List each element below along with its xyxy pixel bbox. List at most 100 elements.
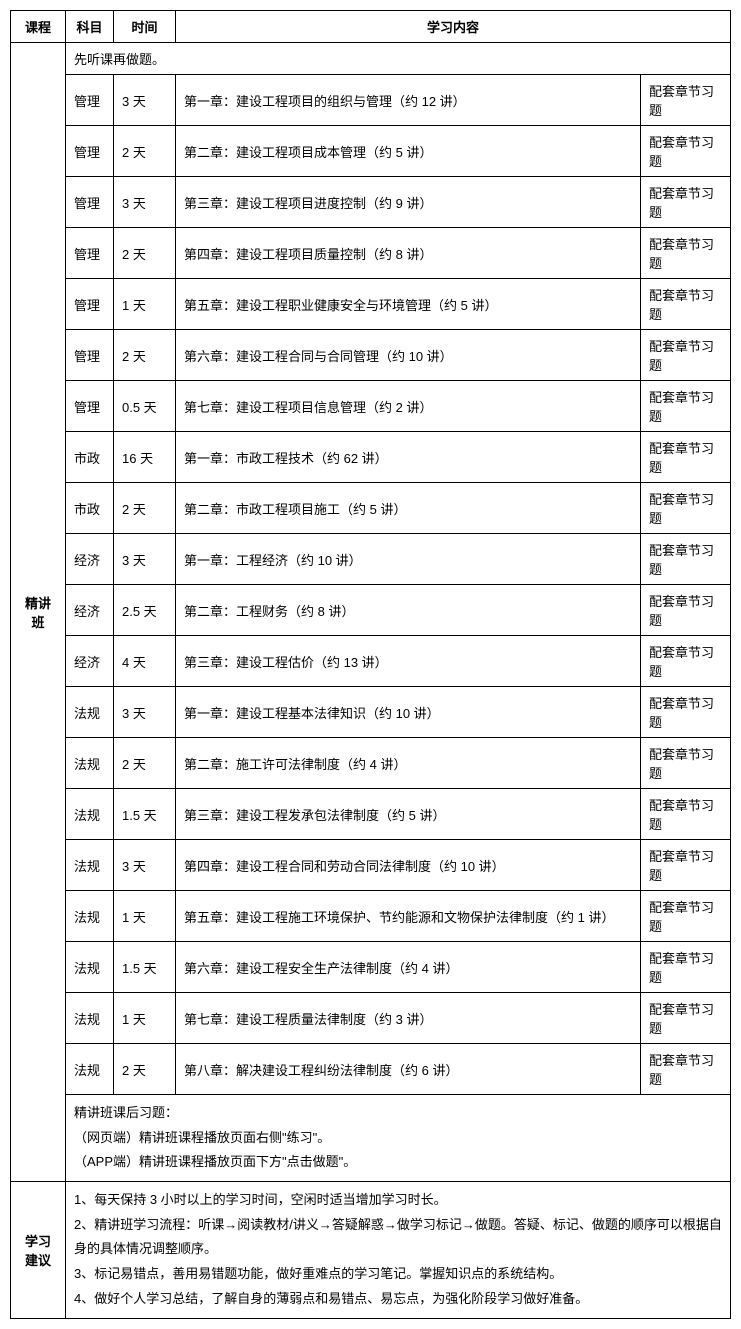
table-body: 精讲班先听课再做题。管理3 天第一章：建设工程项目的组织与管理（约 12 讲）配…	[11, 43, 731, 1319]
subject-cell: 管理	[66, 228, 114, 279]
subject-cell: 管理	[66, 177, 114, 228]
time-cell: 2 天	[114, 126, 176, 177]
table-row: 法规1.5 天第六章：建设工程安全生产法律制度（约 4 讲）配套章节习题	[11, 942, 731, 993]
content-cell: 第六章：建设工程合同与合同管理（约 10 讲）	[176, 330, 641, 381]
time-cell: 2 天	[114, 228, 176, 279]
content-cell: 第三章：建设工程项目进度控制（约 9 讲）	[176, 177, 641, 228]
time-cell: 1.5 天	[114, 942, 176, 993]
supplement-cell: 配套章节习题	[641, 687, 731, 738]
header-time: 时间	[114, 11, 176, 43]
table-row: 管理2 天第四章：建设工程项目质量控制（约 8 讲）配套章节习题	[11, 228, 731, 279]
table-row: 法规2 天第二章：施工许可法律制度（约 4 讲）配套章节习题	[11, 738, 731, 789]
advice-line: 2、精讲班学习流程：听课→阅读教材/讲义→答疑解惑→做学习标记→做题。答疑、标记…	[74, 1213, 722, 1262]
time-cell: 1 天	[114, 891, 176, 942]
time-cell: 3 天	[114, 687, 176, 738]
content-cell: 第七章：建设工程项目信息管理（约 2 讲）	[176, 381, 641, 432]
subject-cell: 法规	[66, 942, 114, 993]
subject-cell: 管理	[66, 279, 114, 330]
time-cell: 3 天	[114, 177, 176, 228]
content-cell: 第五章：建设工程施工环境保护、节约能源和文物保护法律制度（约 1 讲）	[176, 891, 641, 942]
content-cell: 第一章：工程经济（约 10 讲）	[176, 534, 641, 585]
time-cell: 16 天	[114, 432, 176, 483]
subject-cell: 经济	[66, 585, 114, 636]
table-row: 经济2.5 天第二章：工程财务（约 8 讲）配套章节习题	[11, 585, 731, 636]
supplement-cell: 配套章节习题	[641, 279, 731, 330]
content-cell: 第一章：建设工程基本法律知识（约 10 讲）	[176, 687, 641, 738]
table-row: 市政16 天第一章：市政工程技术（约 62 讲）配套章节习题	[11, 432, 731, 483]
subject-cell: 法规	[66, 687, 114, 738]
table-row: 管理3 天第一章：建设工程项目的组织与管理（约 12 讲）配套章节习题	[11, 75, 731, 126]
post-note-line: 精讲班课后习题：	[74, 1101, 722, 1126]
time-cell: 2 天	[114, 738, 176, 789]
content-cell: 第三章：建设工程发承包法律制度（约 5 讲）	[176, 789, 641, 840]
supplement-cell: 配套章节习题	[641, 330, 731, 381]
supplement-cell: 配套章节习题	[641, 840, 731, 891]
advice-line: 1、每天保持 3 小时以上的学习时间，空闲时适当增加学习时长。	[74, 1188, 722, 1213]
subject-cell: 市政	[66, 432, 114, 483]
subject-cell: 法规	[66, 738, 114, 789]
table-header: 课程 科目 时间 学习内容	[11, 11, 731, 43]
supplement-cell: 配套章节习题	[641, 483, 731, 534]
subject-cell: 管理	[66, 75, 114, 126]
supplement-cell: 配套章节习题	[641, 126, 731, 177]
time-cell: 2 天	[114, 330, 176, 381]
time-cell: 3 天	[114, 75, 176, 126]
table-row: 法规3 天第四章：建设工程合同和劳动合同法律制度（约 10 讲）配套章节习题	[11, 840, 731, 891]
subject-cell: 经济	[66, 534, 114, 585]
content-cell: 第七章：建设工程质量法律制度（约 3 讲）	[176, 993, 641, 1044]
supplement-cell: 配套章节习题	[641, 381, 731, 432]
content-cell: 第四章：建设工程项目质量控制（约 8 讲）	[176, 228, 641, 279]
subject-cell: 管理	[66, 126, 114, 177]
supplement-cell: 配套章节习题	[641, 636, 731, 687]
intro-note: 先听课再做题。	[66, 43, 731, 75]
table-row: 法规1 天第五章：建设工程施工环境保护、节约能源和文物保护法律制度（约 1 讲）…	[11, 891, 731, 942]
subject-cell: 管理	[66, 330, 114, 381]
table-row: 管理2 天第二章：建设工程项目成本管理（约 5 讲）配套章节习题	[11, 126, 731, 177]
subject-cell: 法规	[66, 789, 114, 840]
supplement-cell: 配套章节习题	[641, 177, 731, 228]
content-cell: 第二章：市政工程项目施工（约 5 讲）	[176, 483, 641, 534]
time-cell: 4 天	[114, 636, 176, 687]
table-row: 管理1 天第五章：建设工程职业健康安全与环境管理（约 5 讲）配套章节习题	[11, 279, 731, 330]
post-note: 精讲班课后习题：（网页端）精讲班课程播放页面右侧"练习"。（APP端）精讲班课程…	[66, 1095, 731, 1182]
subject-cell: 经济	[66, 636, 114, 687]
time-cell: 1 天	[114, 279, 176, 330]
advice-line: 4、做好个人学习总结，了解自身的薄弱点和易错点、易忘点，为强化阶段学习做好准备。	[74, 1287, 722, 1312]
table-row: 法规3 天第一章：建设工程基本法律知识（约 10 讲）配套章节习题	[11, 687, 731, 738]
table-row: 管理2 天第六章：建设工程合同与合同管理（约 10 讲）配套章节习题	[11, 330, 731, 381]
study-plan-table: 课程 科目 时间 学习内容 精讲班先听课再做题。管理3 天第一章：建设工程项目的…	[10, 10, 731, 1319]
content-cell: 第五章：建设工程职业健康安全与环境管理（约 5 讲）	[176, 279, 641, 330]
content-cell: 第六章：建设工程安全生产法律制度（约 4 讲）	[176, 942, 641, 993]
supplement-cell: 配套章节习题	[641, 1044, 731, 1095]
advice-line: 3、标记易错点，善用易错题功能，做好重难点的学习笔记。掌握知识点的系统结构。	[74, 1262, 722, 1287]
time-cell: 3 天	[114, 534, 176, 585]
table-row: 管理3 天第三章：建设工程项目进度控制（约 9 讲）配套章节习题	[11, 177, 731, 228]
supplement-cell: 配套章节习题	[641, 228, 731, 279]
header-course: 课程	[11, 11, 66, 43]
supplement-cell: 配套章节习题	[641, 534, 731, 585]
post-note-line: （网页端）精讲班课程播放页面右侧"练习"。	[74, 1126, 722, 1151]
table-row: 管理0.5 天第七章：建设工程项目信息管理（约 2 讲）配套章节习题	[11, 381, 731, 432]
time-cell: 2.5 天	[114, 585, 176, 636]
supplement-cell: 配套章节习题	[641, 585, 731, 636]
content-cell: 第二章：工程财务（约 8 讲）	[176, 585, 641, 636]
supplement-cell: 配套章节习题	[641, 738, 731, 789]
subject-cell: 市政	[66, 483, 114, 534]
time-cell: 1.5 天	[114, 789, 176, 840]
table-row: 法规2 天第八章：解决建设工程纠纷法律制度（约 6 讲）配套章节习题	[11, 1044, 731, 1095]
supplement-cell: 配套章节习题	[641, 942, 731, 993]
time-cell: 2 天	[114, 483, 176, 534]
course-name-cell: 精讲班	[11, 43, 66, 1182]
time-cell: 3 天	[114, 840, 176, 891]
supplement-cell: 配套章节习题	[641, 993, 731, 1044]
table-row: 经济4 天第三章：建设工程估价（约 13 讲）配套章节习题	[11, 636, 731, 687]
supplement-cell: 配套章节习题	[641, 75, 731, 126]
content-cell: 第一章：市政工程技术（约 62 讲）	[176, 432, 641, 483]
subject-cell: 法规	[66, 1044, 114, 1095]
subject-cell: 管理	[66, 381, 114, 432]
subject-cell: 法规	[66, 993, 114, 1044]
content-cell: 第二章：建设工程项目成本管理（约 5 讲）	[176, 126, 641, 177]
advice-content: 1、每天保持 3 小时以上的学习时间，空闲时适当增加学习时长。2、精讲班学习流程…	[66, 1182, 731, 1318]
advice-label: 学习建议	[11, 1182, 66, 1318]
supplement-cell: 配套章节习题	[641, 432, 731, 483]
